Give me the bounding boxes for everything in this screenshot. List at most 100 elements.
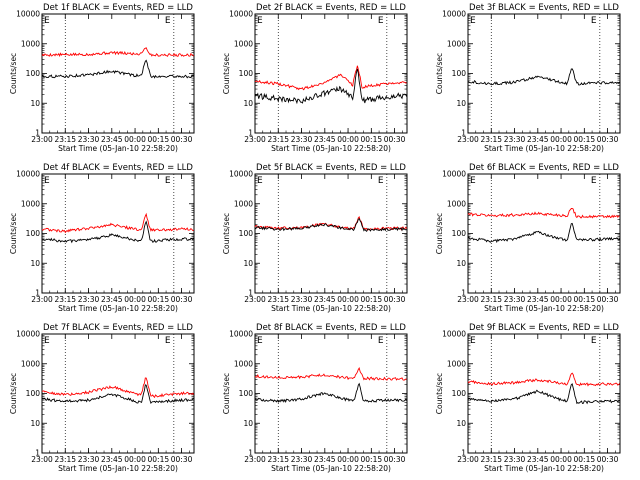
y-tick-label: 10000 bbox=[442, 170, 466, 179]
y-tick-label: 10000 bbox=[16, 10, 40, 19]
series-red-line bbox=[467, 208, 620, 219]
plot-frame bbox=[41, 13, 195, 134]
x-tick-label: 23:00 bbox=[244, 295, 266, 304]
y-tick-label: 100 bbox=[26, 229, 41, 238]
series-black-line bbox=[467, 222, 621, 244]
flag-label: E bbox=[257, 176, 263, 186]
x-axis-label: Start Time (05-Jan-10 22:58:20) bbox=[58, 144, 178, 153]
panel-title: Det 4f BLACK = Events, RED = LLD bbox=[43, 163, 193, 173]
panel-title: Det 6f BLACK = Events, RED = LLD bbox=[469, 163, 619, 173]
x-tick-label: 23:45 bbox=[527, 295, 549, 304]
x-axis-label: Start Time (05-Jan-10 22:58:20) bbox=[58, 304, 178, 313]
x-tick-label: 00:30 bbox=[171, 135, 193, 144]
series-black-line bbox=[467, 383, 620, 405]
series-red-line bbox=[41, 47, 195, 58]
x-tick-label: 00:00 bbox=[124, 135, 146, 144]
x-tick-label: 23:15 bbox=[480, 295, 502, 304]
y-tick-label: 1000 bbox=[234, 359, 253, 368]
y-axis-label: Counts/sec bbox=[9, 53, 18, 94]
y-tick-label: 10000 bbox=[229, 170, 253, 179]
x-tick-label: 23:30 bbox=[78, 455, 100, 464]
panel-5: Det 5f BLACK = Events, RED = LLD 1 10 100 10… bbox=[222, 163, 408, 313]
x-tick-label: 23:45 bbox=[314, 135, 336, 144]
series-black-line bbox=[41, 384, 194, 404]
y-tick-label: 1000 bbox=[21, 39, 40, 48]
series-red-line bbox=[41, 212, 194, 234]
y-tick-label: 100 bbox=[452, 69, 467, 78]
x-tick-label: 23:45 bbox=[527, 135, 549, 144]
y-tick-label: 10 bbox=[456, 99, 466, 108]
x-tick-label: 00:15 bbox=[574, 135, 596, 144]
y-tick-label: 1000 bbox=[21, 199, 40, 208]
plot-frame bbox=[41, 173, 195, 294]
x-tick-label: 23:00 bbox=[244, 455, 266, 464]
x-tick-label: 23:00 bbox=[457, 135, 479, 144]
series-black-line bbox=[254, 382, 408, 404]
panel-title: Det 8f BLACK = Events, RED = LLD bbox=[256, 323, 406, 333]
plot-frame bbox=[467, 13, 621, 134]
series-black-line bbox=[467, 68, 621, 86]
plot-frame bbox=[254, 173, 408, 294]
y-tick-label: 100 bbox=[26, 69, 41, 78]
x-tick-label: 23:00 bbox=[31, 295, 53, 304]
flag-label: E bbox=[591, 176, 597, 186]
x-axis-label: Start Time (05-Jan-10 22:58:20) bbox=[484, 304, 604, 313]
y-tick-label: 10000 bbox=[442, 330, 466, 339]
y-tick-label: 100 bbox=[452, 389, 467, 398]
x-tick-label: 00:30 bbox=[171, 295, 193, 304]
flag-label: E bbox=[378, 176, 384, 186]
flag-label: E bbox=[591, 336, 597, 346]
panel-7: Det 7f BLACK = Events, RED = LLD 1 10 100 10… bbox=[9, 323, 195, 473]
x-axis-label: Start Time (05-Jan-10 22:58:20) bbox=[271, 304, 391, 313]
y-tick-label: 1 bbox=[461, 449, 466, 458]
y-tick-label: 10 bbox=[243, 259, 253, 268]
y-tick-label: 1 bbox=[35, 129, 40, 138]
panel-6: Det 6f BLACK = Events, RED = LLD 1 10 100 10… bbox=[435, 163, 621, 313]
x-tick-label: 23:30 bbox=[78, 295, 100, 304]
panel-title: Det 7f BLACK = Events, RED = LLD bbox=[43, 323, 193, 333]
y-tick-label: 10 bbox=[243, 99, 253, 108]
x-tick-label: 00:15 bbox=[361, 135, 383, 144]
x-tick-label: 23:30 bbox=[504, 455, 526, 464]
plot-frame bbox=[467, 333, 621, 454]
x-tick-label: 00:30 bbox=[597, 455, 619, 464]
y-axis-label: Counts/sec bbox=[435, 53, 444, 94]
x-tick-label: 00:00 bbox=[337, 295, 359, 304]
x-tick-label: 00:15 bbox=[361, 455, 383, 464]
series-red-line bbox=[254, 367, 407, 381]
y-tick-label: 100 bbox=[239, 389, 254, 398]
y-tick-label: 1 bbox=[35, 449, 40, 458]
flag-label: E bbox=[378, 336, 384, 346]
x-tick-label: 23:45 bbox=[314, 295, 336, 304]
flag-label: E bbox=[44, 176, 50, 186]
plot-frame bbox=[254, 333, 408, 454]
x-tick-label: 00:15 bbox=[148, 455, 170, 464]
x-tick-label: 00:00 bbox=[550, 295, 572, 304]
x-tick-label: 00:30 bbox=[384, 135, 406, 144]
x-tick-label: 00:30 bbox=[384, 295, 406, 304]
x-tick-label: 00:00 bbox=[550, 455, 572, 464]
x-tick-label: 00:15 bbox=[574, 295, 596, 304]
x-tick-label: 23:15 bbox=[267, 295, 289, 304]
x-tick-label: 00:00 bbox=[124, 295, 146, 304]
x-axis-label: Start Time (05-Jan-10 22:58:20) bbox=[271, 144, 391, 153]
x-tick-label: 23:45 bbox=[314, 455, 336, 464]
y-tick-label: 1000 bbox=[234, 39, 253, 48]
x-tick-label: 23:30 bbox=[291, 135, 313, 144]
x-tick-label: 23:00 bbox=[31, 455, 53, 464]
x-tick-label: 00:30 bbox=[597, 295, 619, 304]
x-axis-label: Start Time (05-Jan-10 22:58:20) bbox=[484, 144, 604, 153]
x-tick-label: 23:30 bbox=[291, 455, 313, 464]
flag-label: E bbox=[257, 336, 263, 346]
y-tick-label: 1000 bbox=[447, 199, 466, 208]
y-axis-label: Counts/sec bbox=[222, 373, 231, 414]
series-black-line bbox=[254, 218, 407, 232]
x-tick-label: 00:00 bbox=[550, 135, 572, 144]
x-tick-label: 23:00 bbox=[457, 295, 479, 304]
y-axis-label: Counts/sec bbox=[435, 213, 444, 254]
series-red-line bbox=[467, 372, 621, 387]
x-axis-label: Start Time (05-Jan-10 22:58:20) bbox=[271, 464, 391, 473]
y-tick-label: 10000 bbox=[229, 10, 253, 19]
panel-4: Det 4f BLACK = Events, RED = LLD 1 10 100 10… bbox=[9, 163, 195, 313]
x-tick-label: 23:15 bbox=[267, 455, 289, 464]
